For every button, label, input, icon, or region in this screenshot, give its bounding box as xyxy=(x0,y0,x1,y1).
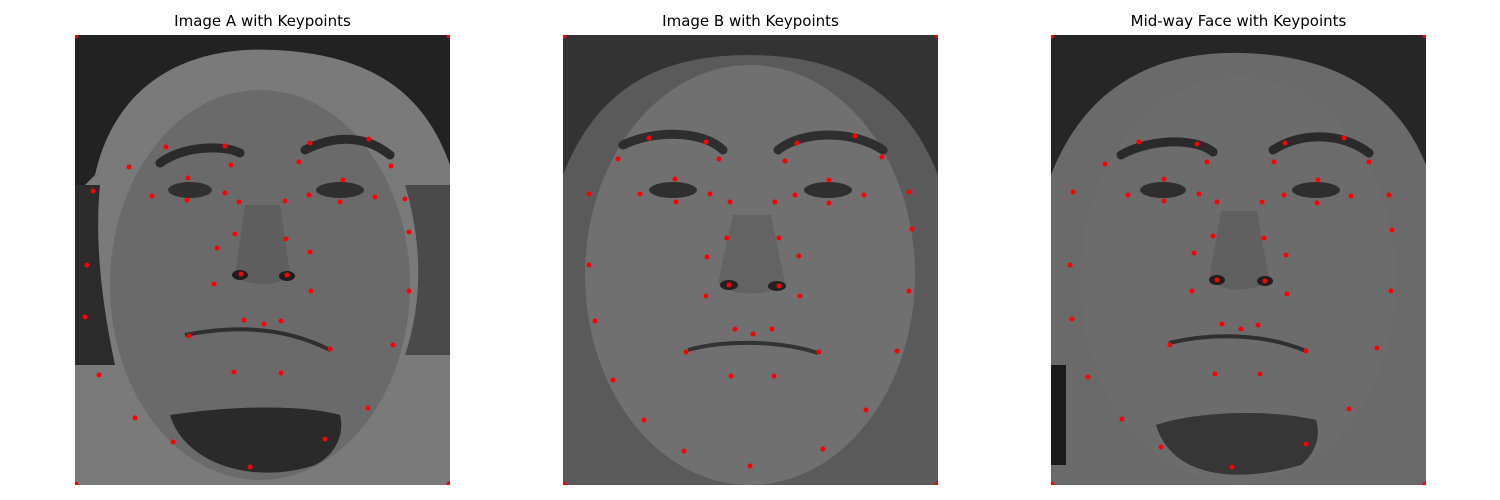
face-a-graphic xyxy=(75,35,450,485)
face-image xyxy=(75,35,450,485)
panel-image-b: Image B with Keypoints xyxy=(563,0,938,500)
face-image xyxy=(563,35,938,485)
panel-title: Mid-way Face with Keypoints xyxy=(1051,12,1426,30)
panel-title: Image B with Keypoints xyxy=(563,12,938,30)
face-b-graphic xyxy=(563,35,938,485)
face-image xyxy=(1051,35,1426,485)
panel-midway-face: Mid-way Face with Keypoints xyxy=(1051,0,1426,500)
panel-image-a: Image A with Keypoints xyxy=(75,0,450,500)
panel-title: Image A with Keypoints xyxy=(75,12,450,30)
face-mid-graphic xyxy=(1051,35,1426,485)
